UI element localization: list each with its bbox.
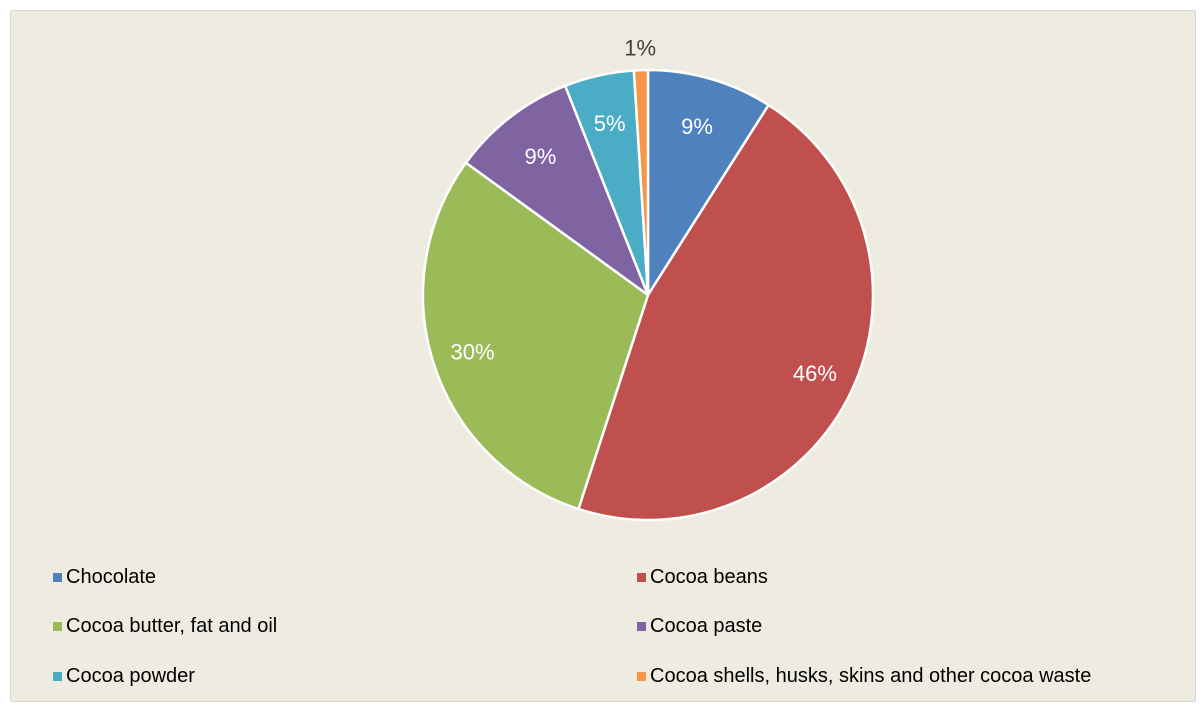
- pie-slice-cocoa-paste: [464, 84, 650, 297]
- legend-item-chocolate: Chocolate: [53, 565, 156, 589]
- slice-label-chocolate: 9%: [681, 114, 713, 139]
- legend-swatch-cocoa-butter: [53, 621, 62, 631]
- legend-label-cocoa-shells: Cocoa shells, husks, skins and other coc…: [650, 664, 1092, 687]
- legend-label-cocoa-butter: Cocoa butter, fat and oil: [66, 614, 278, 637]
- legend-item-cocoa-shells: Cocoa shells, husks, skins and other coc…: [637, 664, 1091, 688]
- legend-item-cocoa-paste: Cocoa paste: [637, 614, 762, 638]
- legend-swatch-chocolate: [53, 572, 62, 582]
- chart-area: 9% 46% 30% 9% 5% 1% Chocolate Cocoa beans Coc…: [10, 10, 1196, 702]
- legend-label-cocoa-powder: Cocoa powder: [66, 664, 195, 687]
- pie-slice-cocoa-beans: [577, 103, 875, 522]
- slice-label-cocoa-shells: 1%: [624, 36, 656, 61]
- pie-slice-chocolate: [646, 68, 770, 297]
- slice-label-cocoa-beans: 46%: [793, 361, 837, 386]
- legend-label-cocoa-beans: Cocoa beans: [650, 565, 768, 588]
- legend-label-cocoa-paste: Cocoa paste: [650, 614, 763, 637]
- legend-swatch-cocoa-beans: [637, 572, 646, 582]
- slice-label-cocoa-paste: 9%: [525, 144, 557, 169]
- legend-swatch-cocoa-paste: [637, 621, 646, 631]
- pie-slice-cocoa-butter: [421, 161, 650, 511]
- legend-label-chocolate: Chocolate: [66, 565, 157, 588]
- slice-label-cocoa-powder: 5%: [594, 111, 626, 136]
- pie-chart: 9% 46% 30% 9% 5% 1%: [421, 36, 875, 522]
- legend-swatch-cocoa-shells: [637, 671, 646, 681]
- legend-item-cocoa-butter: Cocoa butter, fat and oil: [53, 614, 277, 638]
- slice-label-cocoa-butter: 30%: [450, 340, 494, 365]
- legend-swatch-cocoa-powder: [53, 671, 62, 681]
- pie-slice-cocoa-shells: [632, 68, 650, 297]
- legend-item-cocoa-beans: Cocoa beans: [637, 565, 768, 589]
- legend-item-cocoa-powder: Cocoa powder: [53, 664, 195, 688]
